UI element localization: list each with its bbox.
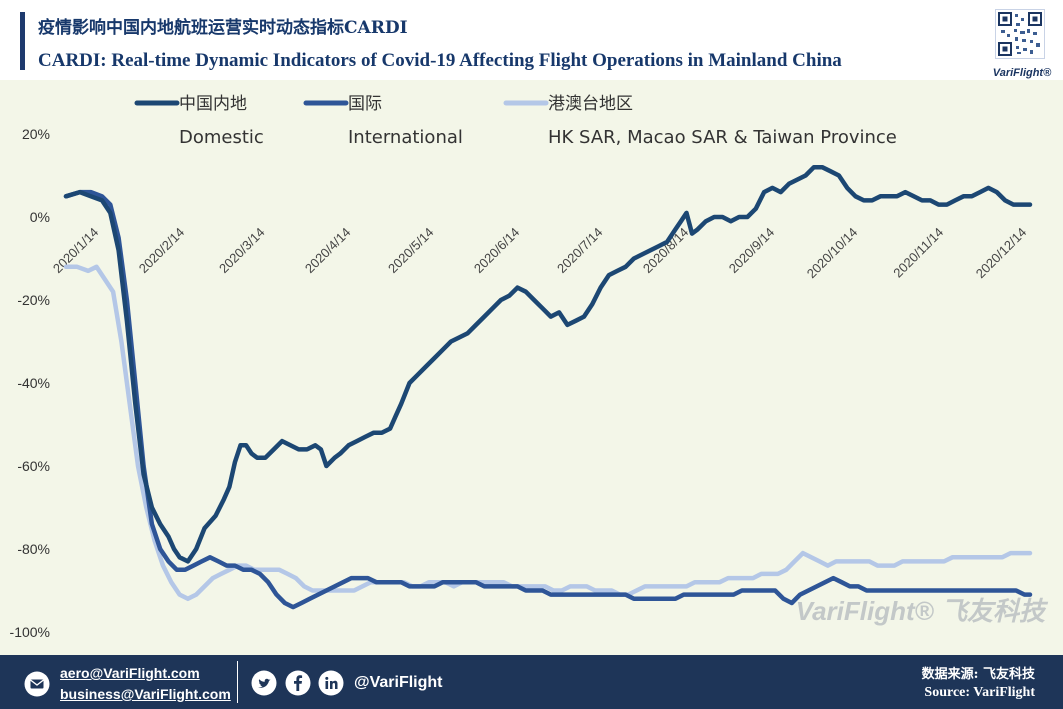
mail-icon[interactable] bbox=[24, 671, 50, 697]
x-tick-label: 2020/3/14 bbox=[216, 225, 268, 277]
title-english: CARDI: Real-time Dynamic Indicators of C… bbox=[38, 50, 842, 71]
email-business-link[interactable]: business@VariFlight.com bbox=[60, 686, 231, 702]
y-tick-label: 20% bbox=[22, 126, 50, 142]
x-tick-label: 2020/4/14 bbox=[302, 225, 354, 277]
line-chart: 20%0%-20%-40%-60%-80%-100%2020/1/14 2020/… bbox=[10, 94, 1049, 640]
x-tick-label: 2020/12/14 bbox=[973, 225, 1030, 282]
y-tick-label: -80% bbox=[17, 541, 50, 557]
footer: aero@VariFlight.com business@VariFlight.… bbox=[0, 655, 1063, 709]
qr-code-icon[interactable] bbox=[995, 9, 1045, 59]
facebook-icon[interactable] bbox=[285, 670, 311, 696]
series-line-international bbox=[63, 189, 1033, 610]
series-line-domestic bbox=[63, 164, 1033, 564]
social-handle[interactable]: @VariFlight bbox=[354, 674, 443, 691]
watermark: VariFlight® 飞友科技 bbox=[796, 596, 1049, 626]
x-tick-label: 2020/7/14 bbox=[554, 225, 606, 277]
title-chinese: 疫情影响中国内地航班运营实时动态指标CARDI bbox=[38, 18, 408, 38]
legend-label-cn: 港澳台地区 bbox=[548, 94, 633, 114]
y-tick-label: 0% bbox=[30, 209, 50, 225]
footer-divider bbox=[237, 661, 238, 703]
y-tick-label: -20% bbox=[17, 292, 50, 308]
legend-label-cn: 国际 bbox=[348, 94, 382, 114]
email-aero-link[interactable]: aero@VariFlight.com bbox=[60, 665, 200, 681]
source-chinese: 数据来源: 飞友科技 bbox=[921, 667, 1035, 682]
legend-label-en: International bbox=[348, 127, 463, 148]
x-tick-label: 2020/2/14 bbox=[136, 225, 188, 277]
legend-label-cn: 中国内地 bbox=[179, 94, 247, 114]
x-tick-label: 2020/9/14 bbox=[726, 225, 778, 277]
x-tick-label: 2020/11/14 bbox=[890, 225, 946, 281]
chart-area: 20% 0% -20% -40% -60% -80% -100% 2020/1/14 2020/… bbox=[0, 80, 1063, 655]
brand-logo: VariFlight® bbox=[992, 67, 1052, 79]
title-accent-bar bbox=[20, 12, 25, 70]
x-tick-label: 2020/10/14 bbox=[804, 225, 861, 282]
x-tick-label: 2020/6/14 bbox=[471, 225, 523, 277]
legend-label-en: HK SAR, Macao SAR & Taiwan Province bbox=[548, 127, 897, 148]
twitter-icon[interactable] bbox=[251, 670, 277, 696]
y-tick-label: -40% bbox=[17, 375, 50, 391]
legend-label-en: Domestic bbox=[179, 127, 264, 148]
y-tick-label: -60% bbox=[17, 458, 50, 474]
series-line-hk-macao-taiwan bbox=[63, 264, 1033, 602]
source-english: Source: VariFlight bbox=[924, 685, 1035, 700]
y-tick-label: -100% bbox=[10, 624, 50, 640]
linkedin-icon[interactable] bbox=[318, 670, 344, 696]
x-tick-label: 2020/5/14 bbox=[385, 225, 437, 277]
header: 疫情影响中国内地航班运营实时动态指标CARDI CARDI: Real-time… bbox=[0, 0, 1063, 80]
